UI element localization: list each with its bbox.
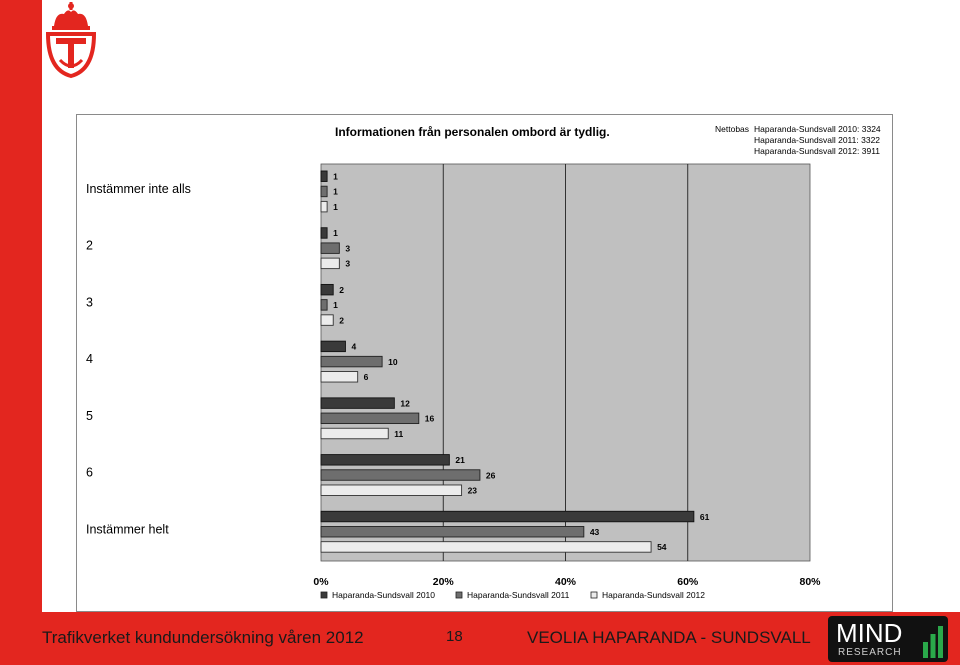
category-label: 3: [86, 295, 93, 309]
bar: [320, 340, 346, 353]
nettobas-line: Haparanda-Sundsvall 2011: 3322: [754, 135, 880, 145]
data-label: 3: [345, 259, 350, 269]
nettobas-line: Haparanda-Sundsvall 2012: 3911: [754, 146, 880, 156]
bar: [320, 314, 334, 326]
footer-route-title: VEOLIA HAPARANDA - SUNDSVALL: [527, 628, 811, 647]
category-label: Instämmer inte alls: [86, 182, 191, 196]
bar: [320, 454, 450, 466]
legend-swatch: [590, 591, 598, 599]
data-label: 6: [364, 372, 369, 382]
bar: [320, 299, 328, 311]
x-tick-label: 80%: [799, 576, 821, 588]
mind-logo-word: MIND: [836, 618, 903, 648]
data-label: 1: [333, 187, 338, 197]
x-tick-label: 0%: [313, 576, 329, 588]
x-tick-label: 40%: [555, 576, 577, 588]
bar: [320, 469, 481, 481]
data-label: 1: [333, 202, 338, 212]
bar: [320, 242, 340, 254]
data-label: 21: [455, 455, 465, 465]
data-label: 11: [394, 429, 403, 439]
page-number: 18: [446, 628, 463, 645]
data-label: 2: [339, 285, 344, 295]
data-label: 61: [700, 512, 710, 522]
bar: [320, 185, 328, 198]
data-label: 16: [425, 414, 435, 424]
data-label: 4: [351, 342, 356, 352]
category-label: 6: [86, 466, 93, 480]
bar: [320, 355, 383, 368]
bar: [320, 200, 328, 213]
bar: [320, 412, 420, 425]
chart-frame: Informationen från personalen ombord är …: [76, 114, 893, 612]
data-label: 26: [486, 470, 496, 480]
chart-title: Informationen från personalen ombord är …: [335, 125, 610, 139]
legend-swatch: [455, 591, 463, 599]
data-label: 3: [345, 243, 350, 253]
bar: [320, 283, 334, 296]
bar: [320, 484, 463, 496]
data-label: 23: [468, 485, 478, 495]
bar: [320, 526, 585, 538]
data-label: 1: [333, 172, 338, 182]
category-label: 2: [86, 239, 93, 253]
bar: [320, 371, 359, 383]
left-accent-bar: [0, 0, 42, 665]
legend-label: Haparanda-Sundsvall 2010: [332, 590, 435, 600]
category-label: Instämmer helt: [86, 522, 169, 536]
legend-swatch: [320, 591, 328, 599]
nettobas-line: Haparanda-Sundsvall 2010: 3324: [754, 124, 881, 134]
bar: [320, 257, 340, 270]
crown-shield-logo-icon: [45, 2, 97, 79]
nettobas-label: Nettobas: [715, 124, 749, 134]
x-tick-label: 60%: [677, 576, 699, 588]
footer-bar: [0, 612, 960, 665]
data-label: 2: [339, 315, 344, 325]
bar: [320, 170, 328, 182]
bar-chart: Informationen från personalen ombord är …: [86, 124, 881, 600]
footer-survey-title: Trafikverket kundundersökning våren 2012: [42, 628, 364, 647]
data-label: 1: [333, 300, 338, 310]
data-label: 12: [400, 398, 410, 408]
data-label: 43: [590, 527, 600, 537]
category-label: 4: [86, 352, 93, 366]
bar: [320, 397, 395, 409]
bar: [320, 427, 389, 440]
legend-label: Haparanda-Sundsvall 2011: [467, 590, 570, 600]
mind-research-logo: MIND RESEARCH: [828, 616, 948, 662]
bar: [320, 227, 328, 239]
bar: [320, 541, 652, 553]
legend-label: Haparanda-Sundsvall 2012: [602, 590, 705, 600]
bar: [320, 510, 695, 523]
data-label: 54: [657, 542, 667, 552]
x-tick-label: 20%: [433, 576, 455, 588]
mind-logo-sub: RESEARCH: [838, 647, 902, 658]
data-label: 1: [333, 228, 338, 238]
bar-chart-logo-icon: [923, 626, 943, 658]
category-label: 5: [86, 409, 93, 423]
data-label: 10: [388, 357, 398, 367]
